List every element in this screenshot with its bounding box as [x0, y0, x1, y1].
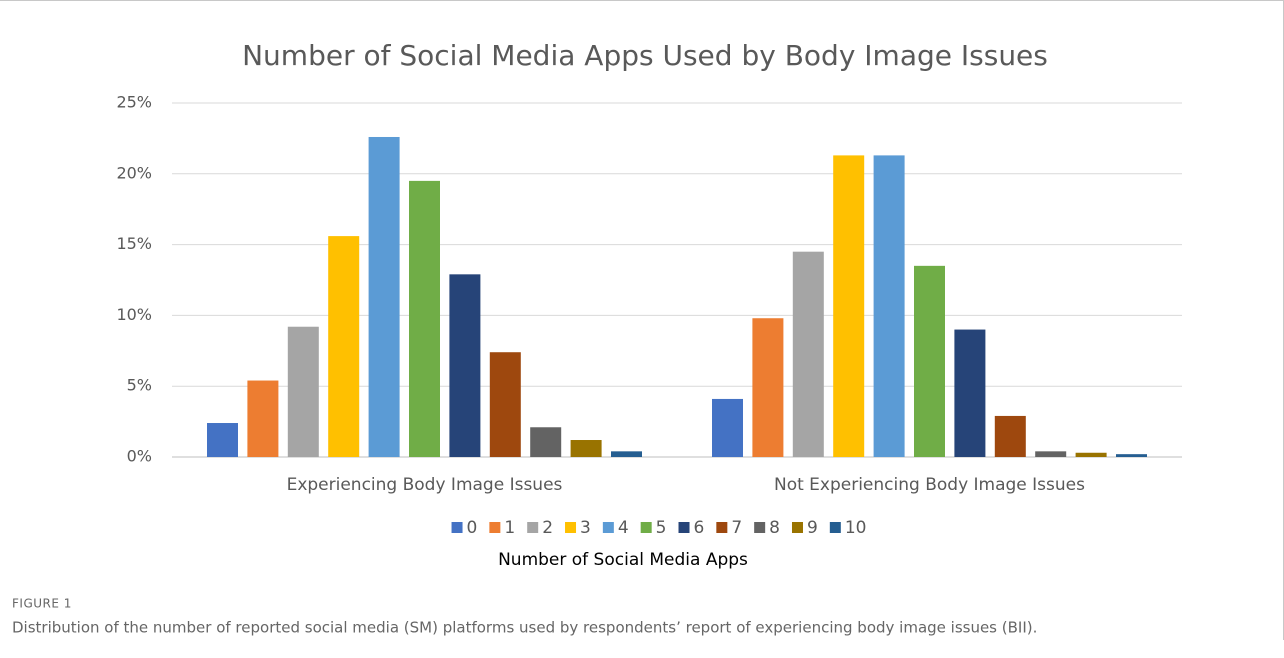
y-tick-label: 0%: [127, 447, 152, 466]
y-tick-label: 5%: [127, 376, 152, 395]
legend-label: 0: [467, 518, 478, 538]
legend-title: Number of Social Media Apps: [498, 550, 748, 570]
legend-swatch: [716, 522, 728, 533]
legend-label: 9: [807, 518, 818, 538]
legend-swatch: [489, 522, 501, 533]
legend-swatch: [754, 522, 766, 533]
legend-label: 1: [504, 518, 515, 538]
bar: [1035, 451, 1067, 457]
bar: [449, 274, 481, 457]
bar: [611, 451, 642, 457]
legend-label: 10: [845, 518, 867, 538]
legend-swatch: [640, 522, 652, 533]
bar: [530, 427, 562, 457]
y-tick-label: 15%: [116, 234, 152, 253]
bar: [489, 352, 521, 457]
bar: [954, 329, 986, 457]
x-tick-label: Not Experiencing Body Image Issues: [774, 475, 1085, 495]
y-tick-label: 25%: [116, 93, 152, 112]
legend-label: 8: [769, 518, 780, 538]
bar: [792, 251, 824, 457]
figure-label: FIGURE 1: [12, 597, 72, 611]
y-tick-label: 20%: [116, 163, 152, 182]
bar: [914, 265, 945, 457]
bar: [833, 155, 865, 457]
bar: [287, 326, 319, 457]
legend-label: 4: [618, 518, 629, 538]
legend-label: 6: [694, 518, 705, 538]
bar: [368, 136, 400, 457]
legend-label: 3: [580, 518, 591, 538]
bar: [712, 398, 743, 457]
legend-swatch: [527, 522, 539, 533]
legend-swatch: [791, 522, 803, 533]
legend-swatch: [451, 522, 463, 533]
legend-swatch: [829, 522, 841, 533]
bar: [994, 415, 1026, 457]
x-tick-label: Experiencing Body Image Issues: [287, 475, 563, 495]
frame: [0, 0, 1284, 640]
figure-caption: Distribution of the number of reported s…: [12, 619, 1037, 637]
chart-title: Number of Social Media Apps Used by Body…: [242, 39, 1048, 72]
bar: [207, 423, 238, 457]
bar: [570, 440, 602, 457]
legend-label: 5: [656, 518, 667, 538]
legend-label: 7: [731, 518, 742, 538]
bar: [1116, 454, 1147, 457]
bar: [328, 236, 360, 457]
legend-swatch: [678, 522, 690, 533]
bar: [409, 180, 440, 457]
bar: [752, 318, 784, 457]
legend-swatch: [565, 522, 577, 533]
bar: [1075, 452, 1107, 457]
legend-swatch: [602, 522, 614, 533]
bar: [247, 380, 279, 457]
y-tick-label: 10%: [116, 305, 152, 324]
bar: [873, 155, 905, 457]
legend-label: 2: [542, 518, 553, 538]
